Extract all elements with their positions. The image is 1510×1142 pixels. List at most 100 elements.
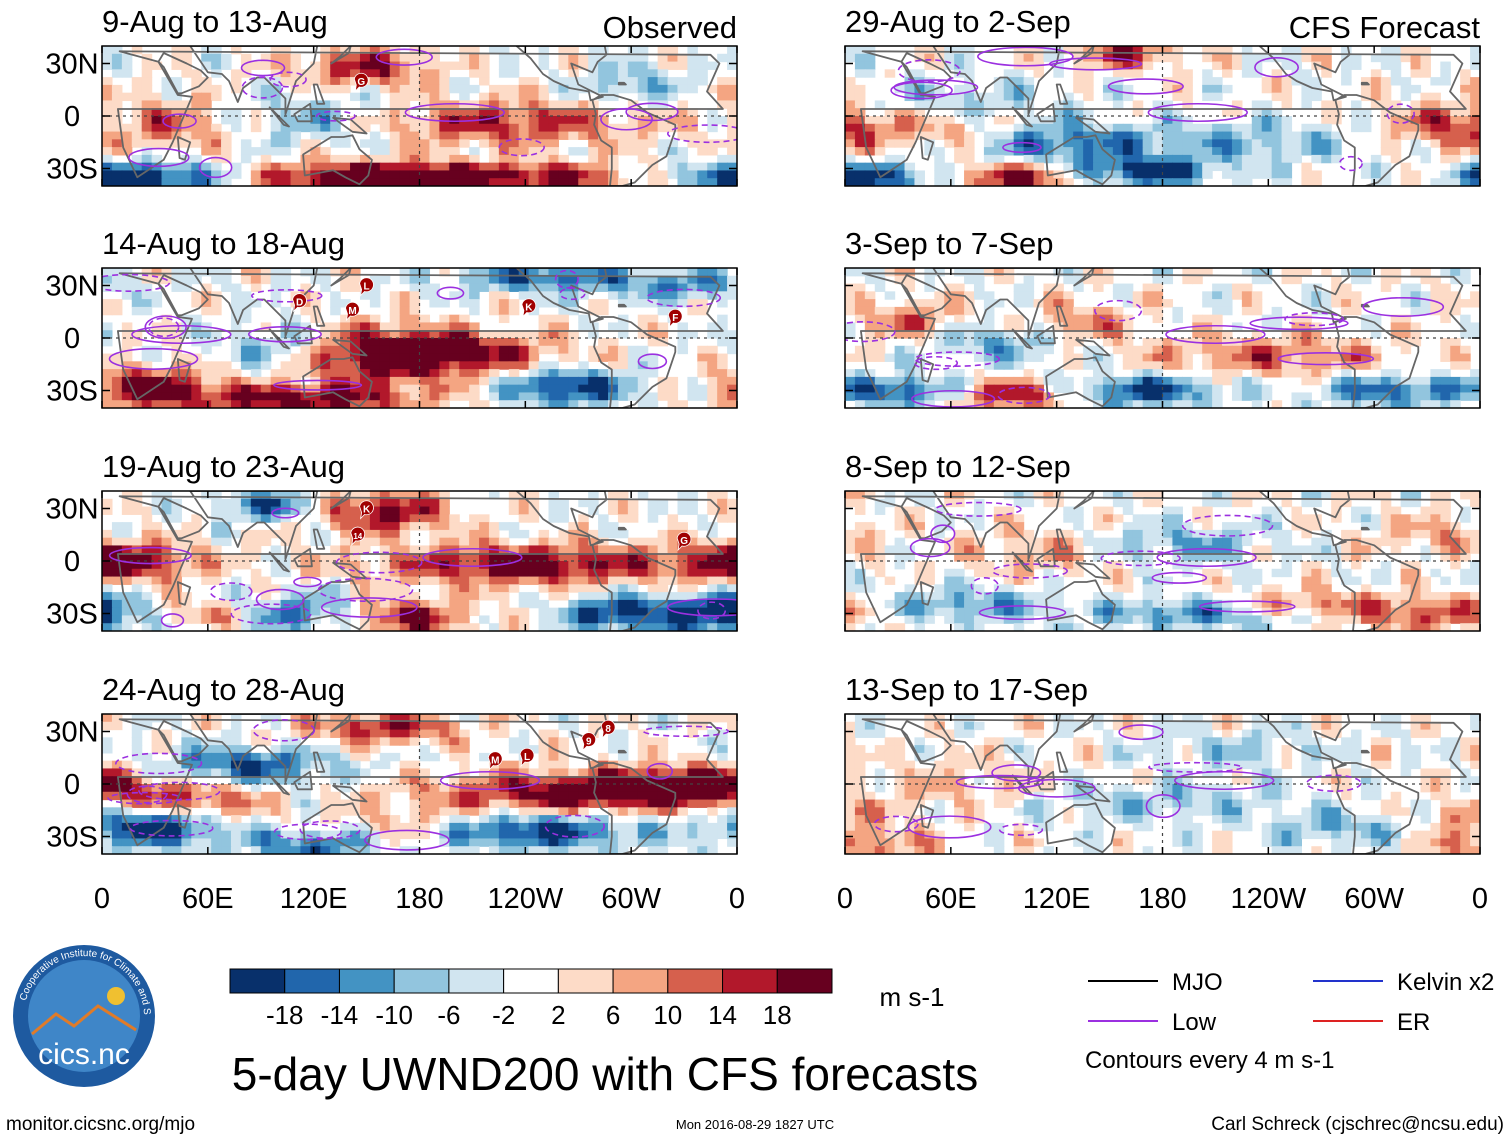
anomaly-cell [251, 170, 262, 178]
anomaly-cell [171, 507, 182, 515]
anomaly-cell [489, 170, 500, 178]
anomaly-cell [1053, 155, 1064, 163]
anomaly-cell [717, 831, 728, 839]
anomaly-cell [608, 800, 619, 808]
anomaly-cell [1123, 163, 1134, 171]
anomaly-cell [727, 561, 738, 569]
anomaly-cell [181, 608, 192, 616]
anomaly-cell [509, 737, 520, 745]
anomaly-cell [1083, 85, 1094, 93]
anomaly-cell [360, 737, 371, 745]
anomaly-cell [420, 284, 431, 292]
anomaly-cell [251, 807, 262, 815]
anomaly-cell [717, 354, 728, 362]
anomaly-cell [251, 507, 262, 515]
anomaly-cell [1470, 85, 1481, 93]
anomaly-cell [1460, 85, 1471, 93]
anomaly-cell [420, 85, 431, 93]
anomaly-cell [231, 737, 242, 745]
anomaly-cell [1321, 299, 1332, 307]
anomaly-cell [340, 69, 351, 77]
anomaly-cell [211, 714, 222, 722]
anomaly-cell [400, 163, 411, 171]
anomaly-cell [211, 499, 222, 507]
anomaly-cell [439, 322, 450, 330]
anomaly-cell [291, 369, 302, 377]
anomaly-cell [410, 147, 421, 155]
anomaly-cell [914, 100, 925, 108]
anomaly-cell [1470, 54, 1481, 62]
anomaly-cell [707, 714, 718, 722]
anomaly-cell [618, 139, 629, 147]
anomaly-cell [420, 163, 431, 171]
anomaly-cell [112, 538, 123, 546]
y-tick-label: 30N [45, 717, 98, 749]
anomaly-cell [608, 77, 619, 85]
anomaly-cell [648, 807, 659, 815]
anomaly-cell [1202, 163, 1213, 171]
anomaly-cell [1262, 100, 1273, 108]
anomaly-cell [102, 299, 113, 307]
anomaly-cell [489, 592, 500, 600]
anomaly-cell [1053, 124, 1064, 132]
column-header: Observed [603, 10, 737, 45]
anomaly-cell [330, 745, 341, 753]
anomaly-cell [1321, 268, 1332, 276]
anomaly-cell [697, 561, 708, 569]
anomaly-cell [439, 823, 450, 831]
anomaly-cell [1282, 124, 1293, 132]
anomaly-cell [845, 124, 856, 132]
anomaly-cell [241, 761, 252, 769]
anomaly-cell [420, 745, 431, 753]
anomaly-cell [648, 170, 659, 178]
anomaly-cell [529, 569, 540, 577]
anomaly-cell [142, 139, 153, 147]
anomaly-cell [1282, 163, 1293, 171]
anomaly-cell [132, 584, 143, 592]
y-tick-label: 30N [45, 271, 98, 303]
anomaly-cell [519, 284, 530, 292]
anomaly-cell [638, 62, 649, 70]
anomaly-cell [459, 170, 470, 178]
anomaly-cell [231, 838, 242, 846]
anomaly-cell [855, 139, 866, 147]
anomaly-cell [845, 291, 856, 299]
anomaly-cell [1470, 299, 1481, 307]
anomaly-cell [479, 170, 490, 178]
anomaly-cell [578, 54, 589, 62]
anomaly-cell [320, 507, 331, 515]
anomaly-cell [1331, 147, 1342, 155]
anomaly-cell [608, 268, 619, 276]
anomaly-cell [1143, 155, 1154, 163]
anomaly-cell [1024, 132, 1035, 140]
anomaly-cell [1440, 147, 1451, 155]
anomaly-cell [568, 116, 579, 124]
anomaly-cell [578, 768, 589, 776]
anomaly-cell [1311, 170, 1322, 178]
anomaly-cell [410, 831, 421, 839]
anomaly-cell [439, 369, 450, 377]
anomaly-cell [142, 369, 153, 377]
anomaly-cell [885, 268, 896, 276]
anomaly-cell [1182, 124, 1193, 132]
anomaly-cell [1123, 170, 1134, 178]
anomaly-cell [310, 385, 321, 393]
anomaly-cell [875, 100, 886, 108]
anomaly-cell [420, 69, 431, 77]
anomaly-cell [201, 163, 212, 171]
anomaly-cell [221, 499, 232, 507]
anomaly-cell [400, 315, 411, 323]
anomaly-cell [370, 85, 381, 93]
anomaly-cell [509, 615, 520, 623]
anomaly-cell [618, 491, 629, 499]
anomaly-cell [221, 385, 232, 393]
anomaly-cell [628, 385, 639, 393]
anomaly-cell [1083, 147, 1094, 155]
anomaly-cell [727, 714, 738, 722]
anomaly-cell [1321, 54, 1332, 62]
anomaly-cell [954, 284, 965, 292]
anomaly-cell [1262, 170, 1273, 178]
anomaly-cell [152, 170, 163, 178]
anomaly-cell [628, 346, 639, 354]
